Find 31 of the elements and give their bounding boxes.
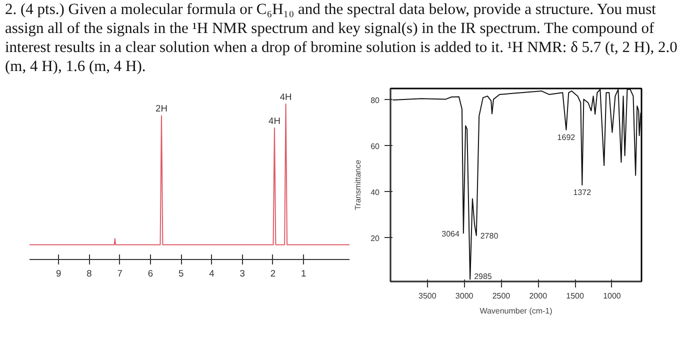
x-tick-label: 7 bbox=[117, 268, 122, 278]
y-tick-label: 80 bbox=[370, 96, 380, 105]
annotation: 2H bbox=[156, 104, 168, 114]
annotation: 1372 bbox=[573, 188, 592, 197]
y-tick-label: 40 bbox=[370, 188, 380, 197]
annotation: 2985 bbox=[474, 272, 492, 282]
y-tick-label: 60 bbox=[370, 142, 380, 151]
x-axis-title: Wavenumber (cm-1) bbox=[480, 306, 553, 316]
line-series bbox=[392, 88, 642, 280]
x-tick-label: 8 bbox=[86, 268, 92, 278]
annotation: 1692 bbox=[557, 132, 576, 142]
x-tick-label: 5 bbox=[178, 268, 184, 278]
x-tick-label: 9 bbox=[56, 268, 62, 278]
x-tick-label: 2000 bbox=[529, 292, 548, 300]
x-tick-label: 3500 bbox=[418, 292, 437, 300]
x-tick-label: 4 bbox=[209, 268, 214, 278]
x-tick-label: 1500 bbox=[566, 292, 585, 300]
y-axis-title: Transmittance bbox=[354, 159, 363, 210]
x-tick-label: 1000 bbox=[603, 292, 622, 300]
x-tick-label: 2500 bbox=[492, 292, 511, 300]
x-tick-label: 2 bbox=[270, 268, 276, 278]
x-tick-label: 6 bbox=[148, 268, 154, 278]
annotation: 4H bbox=[280, 92, 292, 102]
annotation: 4H bbox=[268, 116, 280, 126]
annotation: 2780 bbox=[480, 232, 499, 241]
x-tick-label: 3 bbox=[240, 268, 245, 278]
chart-title: 2. (4 pts.) Given a molecular formula or C₆H₁₀ and the spectral data below, provide a structure. You must assign all of the signals in the ¹H NMR spectrum and key signal(s) in the IR spectrum. The compound of interest results in a clear solution when a drop of bromine solution is added to it. ¹H NMR: δ 5.7 (t, 2 H), 2.0 (m, 4 H), 1.6 (m, 4 H). bbox=[5, 0, 678, 76]
annotation: 3064 bbox=[442, 229, 460, 238]
x-tick-label: 3000 bbox=[455, 292, 474, 300]
x-tick-label: 1 bbox=[300, 268, 306, 278]
y-tick-label: 20 bbox=[370, 234, 380, 243]
